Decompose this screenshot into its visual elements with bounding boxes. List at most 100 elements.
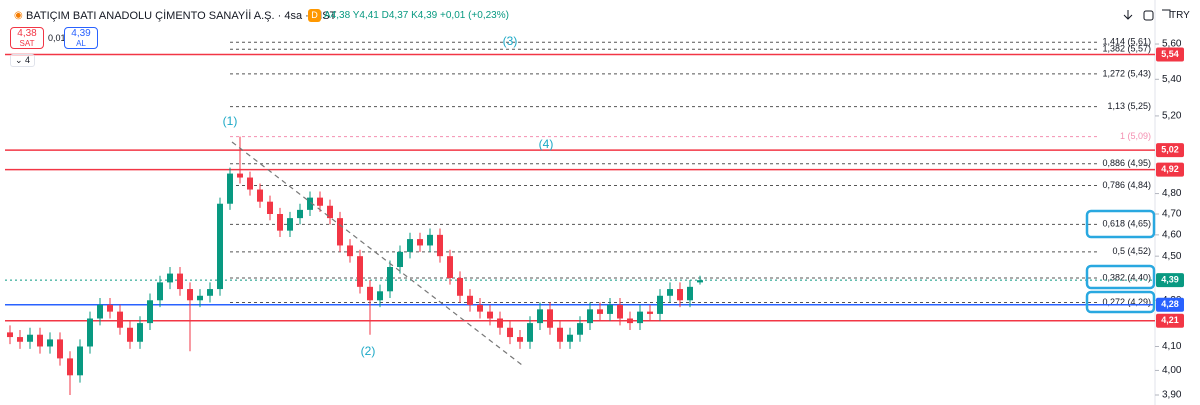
candle-body	[237, 173, 243, 178]
candle-body	[627, 318, 633, 324]
candle-body	[597, 309, 603, 314]
buy-label: AL	[76, 39, 86, 48]
sell-price: 4,38	[17, 28, 37, 39]
fib-label: 1,382 (5,57)	[1102, 44, 1151, 54]
candle-body	[307, 197, 313, 210]
level-label: 5,54	[1161, 49, 1179, 59]
fib-label: 1 (5,09)	[1120, 131, 1151, 141]
candle-body	[657, 295, 663, 314]
badge: D	[308, 9, 321, 22]
y-tick-label: 5,60	[1162, 39, 1182, 50]
highlight-box	[1085, 290, 1156, 314]
candle-body	[27, 334, 33, 342]
buy-button[interactable]: 4,39 AL	[64, 27, 98, 49]
candle-body	[337, 218, 343, 246]
price-axis: 5,605,405,204,804,704,604,504,304,104,00…	[1155, 39, 1182, 401]
candle-body	[177, 273, 183, 290]
candle-body	[497, 318, 503, 328]
level-label: 4,39	[1161, 275, 1179, 285]
candle-body	[247, 177, 253, 190]
y-tick-label: 4,00	[1162, 365, 1182, 376]
trend-line	[231, 141, 523, 366]
highlight-box	[1085, 264, 1156, 290]
candle-body	[697, 280, 703, 283]
candle-body	[327, 205, 333, 219]
candle-body	[447, 256, 453, 278]
candle-body	[487, 311, 493, 319]
currency[interactable]: TRY	[1170, 10, 1190, 21]
sell-button[interactable]: 4,38 SAT	[10, 27, 44, 49]
annotation: (3)	[503, 34, 518, 48]
level-box	[1156, 297, 1184, 312]
candle-body	[477, 304, 483, 312]
candle-body	[687, 286, 693, 301]
candle-body	[357, 256, 363, 287]
indicator-count: 4	[25, 55, 31, 65]
candle-body	[457, 277, 463, 296]
ohlc-values: A4,38 Y4,41 D4,37 K4,39 +0,01 (+0,23%)	[324, 10, 509, 21]
level-box	[1156, 313, 1184, 328]
annotation: (1)	[223, 114, 238, 128]
candle-body	[647, 311, 653, 314]
candle-body	[107, 304, 113, 312]
candle-body	[677, 289, 683, 301]
candle-body	[87, 318, 93, 347]
candle-body	[607, 304, 613, 314]
candle-body	[567, 334, 573, 342]
candle-body	[227, 173, 233, 204]
candle-body	[197, 295, 203, 301]
indicator-toggle[interactable]: ⌄ 4	[10, 54, 36, 67]
candle-body	[407, 239, 413, 252]
y-tick-label: 4,60	[1162, 229, 1182, 240]
spread: 0,01	[48, 33, 66, 43]
candle-body	[587, 309, 593, 324]
level-label: 5,02	[1161, 144, 1179, 154]
candle-body	[157, 282, 163, 301]
buy-price: 4,39	[71, 28, 91, 39]
fib-label: 0,382 (4,40)	[1102, 272, 1151, 282]
candle-body	[57, 339, 63, 359]
candle-body	[37, 334, 43, 347]
candle-body	[287, 218, 293, 231]
candle-body	[367, 286, 373, 301]
candle-body	[577, 323, 583, 335]
sell-label: SAT	[19, 39, 35, 48]
candle-body	[207, 289, 213, 296]
candle-body	[317, 197, 323, 206]
candle-body	[347, 245, 353, 257]
y-tick-label: 5,40	[1162, 74, 1182, 85]
toolbar-icons[interactable]	[1120, 6, 1180, 26]
candle-body	[547, 309, 553, 328]
fib-label: 1,414 (5,61)	[1102, 37, 1151, 47]
candle-body	[427, 234, 433, 246]
candles	[7, 136, 703, 395]
level-label: 4,28	[1161, 299, 1179, 309]
candle-body	[17, 337, 23, 342]
candle-body	[387, 267, 393, 292]
candle-body	[217, 203, 223, 290]
y-tick-label: 4,80	[1162, 188, 1182, 199]
candle-body	[77, 346, 83, 376]
annotation: (4)	[539, 137, 554, 151]
level-box	[1156, 273, 1184, 288]
horizontal-levels	[5, 53, 1155, 322]
candle-body	[397, 251, 403, 268]
level-label: 4,92	[1161, 164, 1179, 174]
level-labels: 5,54 5,02 4,92 4,39 4,28 4,21	[1156, 47, 1184, 328]
symbol-title: BATIÇIM BATI ANADOLU ÇİMENTO SANAYİİ A.Ş…	[26, 10, 337, 22]
fib-retracement: 1,414 (5,61)1,382 (5,57) 1,272 (5,43) 1,13…	[230, 37, 1151, 307]
candle-body	[167, 273, 173, 283]
candle-body	[667, 289, 673, 296]
level-box	[1156, 47, 1184, 62]
candle-body	[527, 323, 533, 342]
level-box	[1156, 143, 1184, 158]
highlight-box	[1085, 209, 1156, 239]
candle-body	[267, 201, 273, 214]
candle-body	[537, 309, 543, 324]
fib-label: 0,5 (4,52)	[1112, 246, 1151, 256]
level-label: 4,21	[1161, 315, 1179, 325]
candle-body	[637, 311, 643, 324]
fib-label: 0,786 (4,84)	[1102, 180, 1151, 190]
candle-body	[467, 295, 473, 305]
